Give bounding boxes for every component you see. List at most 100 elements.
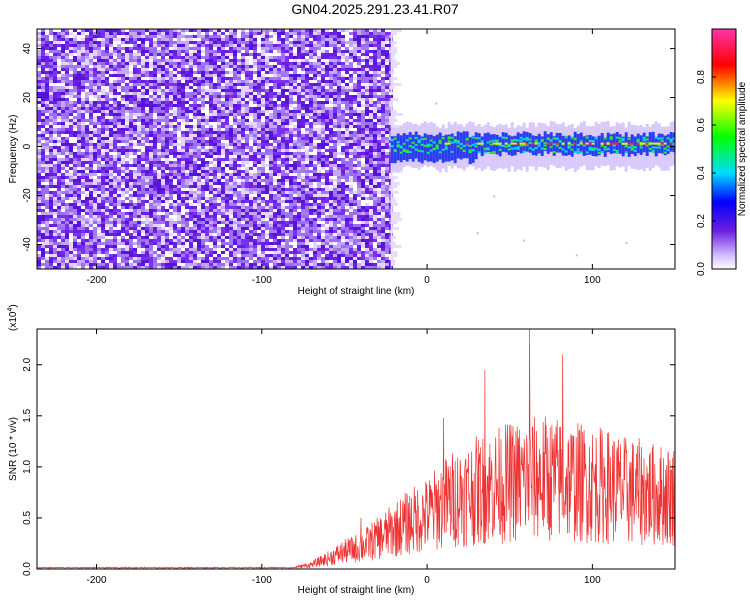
spectrogram-noise-cell xyxy=(365,53,369,56)
spectrogram-noise-cell xyxy=(145,173,149,176)
spectrogram-noise-cell xyxy=(253,137,257,140)
spectrogram-noise-cell xyxy=(329,158,333,161)
spectrogram-noise-cell xyxy=(109,131,113,134)
spectrogram-noise-cell xyxy=(45,95,49,98)
spectrogram-noise-cell xyxy=(253,74,257,77)
spectrogram-noise-cell xyxy=(269,173,273,176)
spectrogram-noise-cell xyxy=(89,83,93,86)
spectrogram-noise-cell xyxy=(317,173,321,176)
spectrogram-noise-cell xyxy=(105,80,109,83)
spectrogram-noise-cell xyxy=(97,71,101,74)
spectrogram-noise-cell xyxy=(201,146,205,149)
spectrogram-noise-cell xyxy=(109,176,113,179)
spectrogram-noise-cell xyxy=(301,161,305,164)
spectrogram-noise-cell xyxy=(61,53,65,56)
spectrogram-noise-cell xyxy=(53,56,57,59)
spectrogram-noise-cell xyxy=(165,80,169,83)
spectrogram-noise-cell xyxy=(137,179,141,182)
spectrogram-noise-cell xyxy=(217,89,221,92)
spectrogram-noise-cell xyxy=(141,185,145,188)
spectrogram-noise-cell xyxy=(121,47,125,50)
spectrogram-noise-cell xyxy=(349,59,353,62)
spectrogram-noise-cell xyxy=(221,101,225,104)
spectrogram-noise-cell xyxy=(113,179,117,182)
spectrogram-noise-cell xyxy=(53,185,57,188)
spectrogram-noise-cell xyxy=(49,53,53,56)
spectrogram-noise-cell xyxy=(241,131,245,134)
spectrogram-noise-cell xyxy=(341,185,345,188)
spectrogram-noise-cell xyxy=(61,152,65,155)
spectrogram-noise-cell xyxy=(381,101,385,104)
spectrogram-noise-cell xyxy=(337,119,341,122)
spectrogram-noise-cell xyxy=(85,179,89,182)
spectrogram-noise-cell xyxy=(245,62,249,65)
spectrogram-noise-cell xyxy=(233,77,237,80)
spectrogram-noise-cell xyxy=(353,83,357,86)
spectrogram-noise-cell xyxy=(77,77,81,80)
spectrogram-noise-cell xyxy=(217,95,221,98)
spectrogram-noise-cell xyxy=(313,89,317,92)
spectrogram-noise-cell xyxy=(241,134,245,137)
spectrogram-noise-cell xyxy=(61,41,65,44)
spectrogram-noise-cell xyxy=(337,113,341,116)
spectrogram-noise-cell xyxy=(61,164,65,167)
spectrogram-noise-cell xyxy=(41,116,45,119)
spectrogram-noise-cell xyxy=(197,146,201,149)
spectrogram-noise-cell xyxy=(61,83,65,86)
spectrogram-noise-cell xyxy=(205,59,209,62)
spectrogram-noise-cell xyxy=(341,47,345,50)
spectrogram-noise-cell xyxy=(333,188,337,191)
spectrogram-noise-cell xyxy=(277,101,281,104)
spectrogram-noise-cell xyxy=(265,107,269,110)
spectrogram-noise-cell xyxy=(45,146,49,149)
spectrogram-noise-cell xyxy=(93,89,97,92)
spectrogram-noise-cell xyxy=(61,125,65,128)
spectrogram-noise-cell xyxy=(85,140,89,143)
spectrogram-noise-cell xyxy=(317,143,321,146)
spectrogram-noise-cell xyxy=(37,80,41,83)
spectrogram-noise-cell xyxy=(349,152,353,155)
spectrogram-noise-cell xyxy=(269,80,273,83)
spectrogram-noise-cell xyxy=(149,95,153,98)
spectrogram-noise-cell xyxy=(65,128,69,131)
spectrogram-noise-cell xyxy=(69,59,73,62)
spectrogram-noise-cell xyxy=(273,98,277,101)
spectrogram-noise-cell xyxy=(221,122,225,125)
spectrogram-noise-cell xyxy=(205,110,209,113)
spectrogram-noise-cell xyxy=(245,140,249,143)
spectrogram-noise-cell xyxy=(153,98,157,101)
spectrogram-noise-cell xyxy=(41,71,45,74)
spectrogram-noise-cell xyxy=(301,77,305,80)
spectrogram-noise-cell xyxy=(261,71,265,74)
spectrogram-noise-cell xyxy=(273,101,277,104)
spectrogram-noise-cell xyxy=(89,191,93,194)
spectrogram-noise-cell xyxy=(137,164,141,167)
spectrogram-noise-cell xyxy=(121,95,125,98)
spectrogram-noise-cell xyxy=(369,161,373,164)
spectrogram-noise-cell xyxy=(53,140,57,143)
spectrogram-noise-cell xyxy=(69,68,73,71)
spectrogram-noise-cell xyxy=(65,134,69,137)
spectrogram-noise-cell xyxy=(385,137,389,140)
spectrogram-noise-cell xyxy=(201,131,205,134)
spectrogram-noise-cell xyxy=(349,74,353,77)
spectrogram-noise-cell xyxy=(333,71,337,74)
spectrogram-noise-cell xyxy=(149,101,153,104)
spectrogram-noise-cell xyxy=(281,116,285,119)
spectrogram-noise-cell xyxy=(121,176,125,179)
spectrogram-noise-cell xyxy=(369,107,373,110)
spectrogram-noise-cell xyxy=(61,98,65,101)
spectrogram-noise-cell xyxy=(149,74,153,77)
spectrogram-noise-cell xyxy=(289,152,293,155)
spectrogram-noise-cell xyxy=(113,164,117,167)
spectrogram-noise-cell xyxy=(309,131,313,134)
spectrogram-noise-cell xyxy=(121,80,125,83)
spectrogram-noise-cell xyxy=(353,35,357,38)
spectrogram-noise-cell xyxy=(45,164,49,167)
spectrogram-noise-cell xyxy=(77,113,81,116)
spectrogram-noise-cell xyxy=(261,158,265,161)
spectrogram-noise-cell xyxy=(261,56,265,59)
spectrogram-noise-cell xyxy=(109,155,113,158)
spectrogram-noise-cell xyxy=(37,56,41,59)
